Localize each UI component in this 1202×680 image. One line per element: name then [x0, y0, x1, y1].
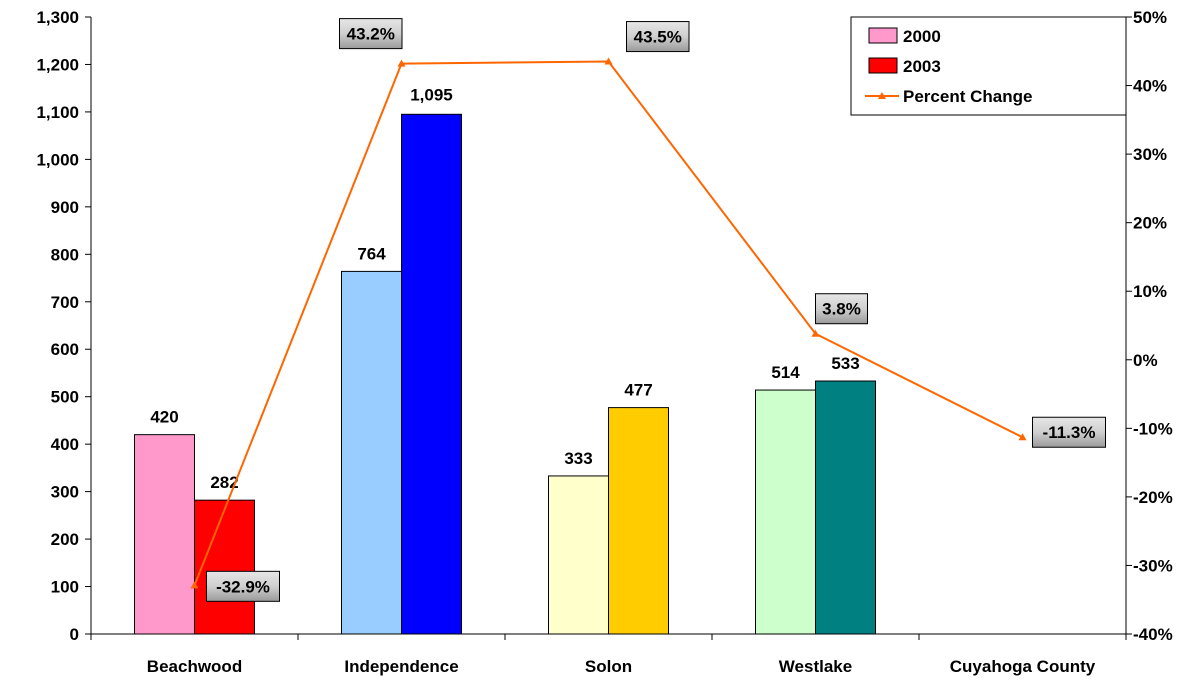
left-tick-label: 200: [51, 530, 79, 549]
right-tick-label: -40%: [1133, 625, 1173, 644]
category-label: Independence: [344, 657, 458, 676]
bar-2000-independence: [341, 270, 402, 635]
left-tick-label: 800: [51, 245, 79, 264]
left-tick-label: 600: [51, 340, 79, 359]
bar-value-label: 1,095: [410, 85, 453, 104]
percent-change-label: -11.3%: [1032, 416, 1106, 448]
right-tick-label: 40%: [1133, 77, 1167, 96]
bar-2000-solon: [548, 475, 609, 635]
percent-change-layer: -32.9% 43.2% 43.5% 3.8% -11.3%: [190, 18, 1106, 602]
percent-change-marker: [1018, 433, 1027, 441]
right-tick-label: 30%: [1133, 145, 1167, 164]
percent-change-label: 3.8%: [815, 293, 868, 325]
bar-value-label: 514: [771, 363, 800, 382]
bar-2003-beachwood: [194, 499, 255, 635]
right-tick-label: 0%: [1133, 351, 1158, 370]
percent-change-label: 43.2%: [339, 18, 403, 50]
left-tick-label: 1,200: [36, 55, 79, 74]
percent-label-box: [1032, 416, 1106, 448]
legend-marker: [878, 92, 886, 99]
bar-value-label: 477: [624, 381, 652, 400]
bar-2003-independence: [401, 113, 462, 635]
axes-layer: 0 100 200 300 400 500 600 700 800 900 1,000 1,100 1,…: [36, 8, 1172, 676]
percent-change-marker: [811, 329, 820, 337]
percent-change-marker: [604, 57, 613, 65]
right-tick-label: -20%: [1133, 488, 1173, 507]
left-tick-label: 0: [70, 625, 79, 644]
percent-label-text: 43.5%: [634, 28, 682, 47]
legend-swatch: [868, 27, 898, 44]
legend: 2000 2003 Percent Change: [850, 16, 1127, 116]
left-tick-label: 1,300: [36, 8, 79, 27]
left-tick-label: 300: [51, 483, 79, 502]
right-tick-label: -10%: [1133, 419, 1173, 438]
percent-label-box: [815, 293, 868, 325]
legend-swatch: [868, 57, 898, 74]
bar-value-label: 533: [831, 354, 859, 373]
percent-label-box: [339, 18, 403, 50]
right-tick-label: 50%: [1133, 8, 1167, 27]
left-tick-label: 400: [51, 435, 79, 454]
bar-2003-solon: [608, 407, 669, 635]
bar-2000-westlake: [755, 389, 816, 635]
category-label: Beachwood: [147, 657, 242, 676]
bar-value-label: 420: [150, 408, 178, 427]
bar-value-label: 282: [210, 473, 238, 492]
left-tick-label: 700: [51, 293, 79, 312]
percent-label-text: -11.3%: [1043, 423, 1096, 442]
left-tick-label: 100: [51, 578, 79, 597]
legend-label: Percent Change: [903, 87, 1032, 106]
percent-label-box: [206, 570, 280, 602]
percent-label-text: 43.2%: [347, 25, 395, 44]
left-tick-label: 900: [51, 198, 79, 217]
percent-label-text: 3.8%: [822, 300, 861, 319]
left-tick-label: 1,100: [36, 103, 79, 122]
percent-change-label: -32.9%: [206, 570, 280, 602]
bar-2000-beachwood: [134, 434, 195, 635]
bars-layer: 420 764 333 514 282 1,095 477 533: [134, 85, 876, 635]
category-label: Westlake: [779, 657, 852, 676]
right-tick-label: 10%: [1133, 282, 1167, 301]
right-tick-label: -30%: [1133, 556, 1173, 575]
category-label: Solon: [585, 657, 632, 676]
legend-label: 2003: [903, 57, 941, 76]
percent-label-text: -32.9%: [216, 577, 270, 596]
category-label: Cuyahoga County: [950, 657, 1096, 676]
left-tick-label: 1,000: [36, 150, 79, 169]
percent-change-marker: [190, 581, 199, 589]
percent-label-box: [626, 21, 690, 53]
left-tick-label: 500: [51, 388, 79, 407]
right-tick-label: 20%: [1133, 214, 1167, 233]
percent-change-marker: [397, 59, 406, 67]
bar-2003-westlake: [815, 380, 876, 635]
bar-value-label: 333: [564, 449, 592, 468]
bar-value-label: 764: [357, 244, 386, 263]
legend-label: 2000: [903, 27, 941, 46]
percent-change-label: 43.5%: [626, 21, 690, 53]
